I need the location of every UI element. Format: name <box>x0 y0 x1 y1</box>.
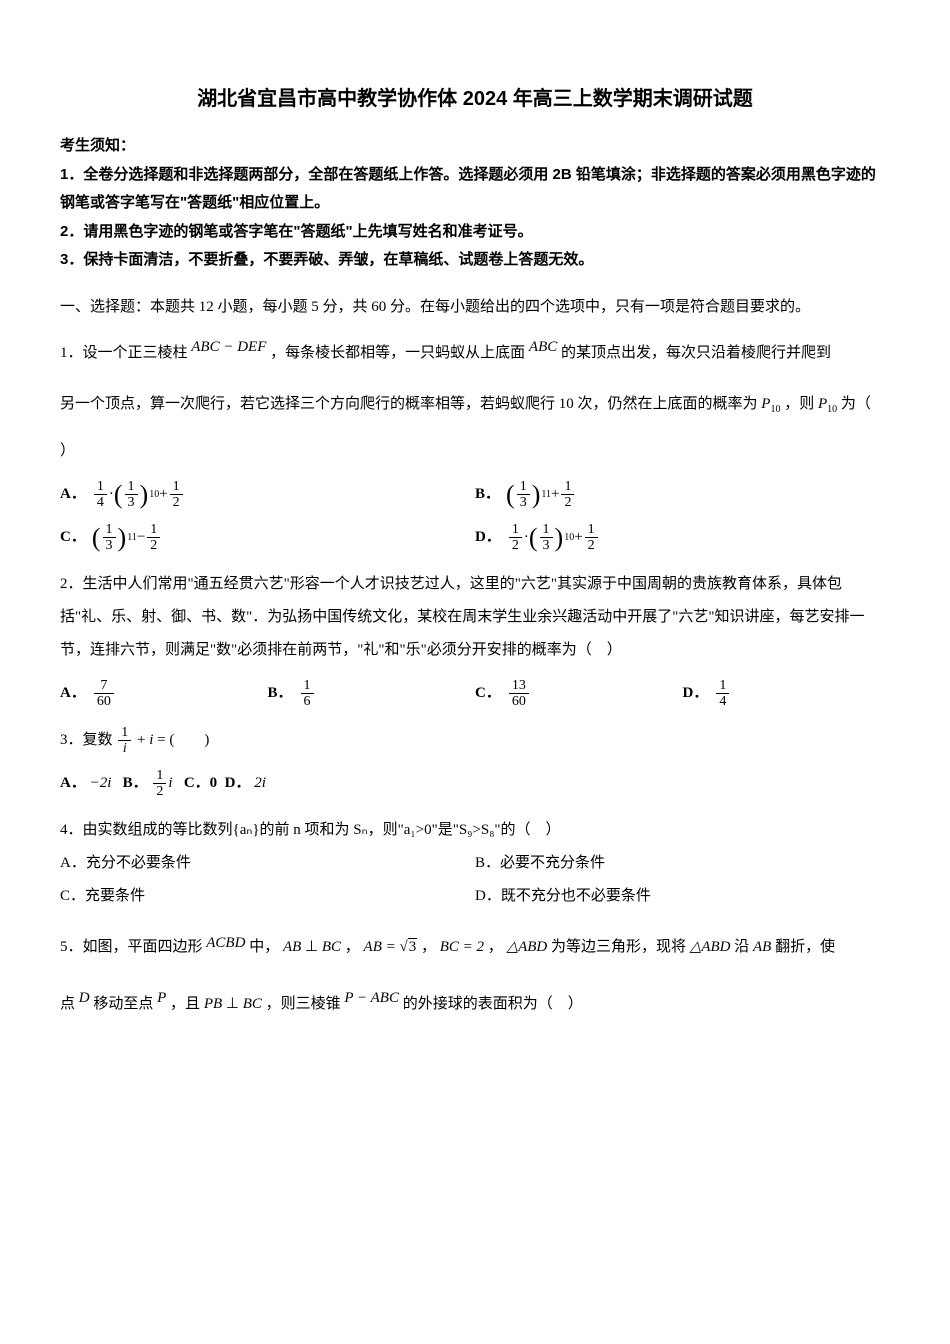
q2-option-b: B． 16 <box>268 677 476 710</box>
q1-sup1: ABC − DEF <box>191 339 266 355</box>
q5-1a: 5．如图，平面四边形 <box>60 939 203 955</box>
q2-option-d: D． 14 <box>683 677 891 710</box>
q5-tri2: △ABD <box>690 939 731 955</box>
q4-text: 4．由实数组成的等比数列{aₙ}的前 n 项和为 Sₙ，则"a₁>0"是"S₉>… <box>60 822 561 838</box>
instruction-line-1: 1．全卷分选择题和非选择题两部分，全部在答题纸上作答。选择题必须用 2B 铅笔填… <box>60 161 890 218</box>
q1-text-2a: 另一个顶点，算一次爬行，若它选择三个方向爬行的概率相等，若蚂蚁爬行 10 次，仍… <box>60 396 758 412</box>
q3-text-a: 3．复数 <box>60 732 113 748</box>
q5-ab: AB <box>283 939 301 955</box>
q3-optA-label: A． <box>60 775 86 791</box>
q1-text-1a: 1．设一个正三棱柱 <box>60 345 188 361</box>
question-4: 4．由实数组成的等比数列{aₙ}的前 n 项和为 Sₙ，则"a₁>0"是"S₉>… <box>60 814 890 913</box>
q5-c3: ， <box>488 939 503 955</box>
q3-optB-label: B． <box>123 775 148 791</box>
q1-sup2: ABC <box>529 339 557 355</box>
q5-perp1: ⊥ <box>305 939 318 955</box>
q2-optB-label: B． <box>268 677 293 710</box>
q5-bc3: BC <box>243 996 262 1012</box>
q1-p10a-sub: 10 <box>770 404 780 415</box>
q5-c2: ， <box>421 939 436 955</box>
q5-acbd: ACBD <box>206 935 245 951</box>
q5-D: D <box>79 990 90 1006</box>
q1-option-c: C． (13)11 − 12 <box>60 521 475 554</box>
q1-text-2c: 为（ <box>841 396 871 412</box>
question-5: 5．如图，平面四边形 ACBD 中， AB ⊥ BC ， AB = 3 ， BC… <box>60 927 890 1021</box>
instruction-line-3: 3．保持卡面清洁，不要折叠，不要弄破、弄皱，在草稿纸、试题卷上答题无效。 <box>60 246 890 275</box>
q5-perp2: ⊥ <box>226 996 239 1012</box>
q2-optD-label: D． <box>683 677 709 710</box>
q3-valD: 2i <box>254 775 266 791</box>
q5-2a: 点 <box>60 996 75 1012</box>
q5-2c: ，且 <box>170 996 200 1012</box>
q1-p10b: P <box>818 396 827 412</box>
q5-2d: ，则三棱锥 <box>266 996 341 1012</box>
q1-option-d: D． 12·(13)10 + 12 <box>475 521 890 554</box>
q4-option-b: B．必要不充分条件 <box>475 847 890 880</box>
q3-text-b: = ( ) <box>157 732 209 748</box>
q1-text-1c: 的某顶点出发，每次只沿着棱爬行并爬到 <box>561 345 831 361</box>
q3-optC-label: C．0 <box>184 775 217 791</box>
page-title: 湖北省宜昌市高中教学协作体 2024 年高三上数学期末调研试题 <box>60 80 890 118</box>
q5-bc: BC <box>322 939 341 955</box>
q1-option-a: A． 14·(13)10 + 12 <box>60 478 475 511</box>
q4-option-d: D．既不充分也不必要条件 <box>475 880 890 913</box>
q5-ab3: AB <box>753 939 771 955</box>
q1-close: ） <box>60 443 75 459</box>
q5-sqrt3: 3 <box>408 938 418 955</box>
q4-option-a: A．充分不必要条件 <box>60 847 475 880</box>
q2-option-a: A． 760 <box>60 677 268 710</box>
question-2: 2．生活中人们常用"通五经贯六艺"形容一个人才识技艺过人，这里的"六艺"其实源于… <box>60 568 890 710</box>
question-3: 3．复数 1i + i = ( ) A． −2i B． 12i C．0 D． 2… <box>60 724 890 800</box>
q1-optA-label: A． <box>60 478 86 511</box>
q4-option-c: C．充要条件 <box>60 880 475 913</box>
q5-1b: 中， <box>249 939 279 955</box>
q5-1e: 翻折，使 <box>775 939 835 955</box>
q3-valA: −2i <box>90 775 112 791</box>
q1-text-1b: ，每条棱长都相等，一只蚂蚁从上底面 <box>270 345 525 361</box>
q5-pb: PB <box>204 996 222 1012</box>
instructions-block: 考生须知： 1．全卷分选择题和非选择题两部分，全部在答题纸上作答。选择题必须用 … <box>60 132 890 275</box>
q5-ab2: AB = <box>364 939 396 955</box>
q1-optD-label: D． <box>475 521 501 554</box>
q5-1c: 为等边三角形，现将 <box>551 939 686 955</box>
q5-P: P <box>157 990 166 1006</box>
q5-2e: 的外接球的表面积为（ ） <box>403 996 583 1012</box>
q5-tri1: △ABD <box>507 939 548 955</box>
q1-option-b: B． (13)11 + 12 <box>475 478 890 511</box>
q2-optC-label: C． <box>475 677 501 710</box>
q3-optD-label: D． <box>225 775 251 791</box>
q5-bc2: BC = 2 <box>440 939 484 955</box>
instructions-heading: 考生须知： <box>60 132 890 161</box>
section-intro: 一、选择题：本题共 12 小题，每小题 5 分，共 60 分。在每小题给出的四个… <box>60 293 890 322</box>
q2-option-c: C． 1360 <box>475 677 683 710</box>
q1-p10b-sub: 10 <box>827 404 837 415</box>
q5-1d: 沿 <box>734 939 749 955</box>
q1-optB-label: B． <box>475 478 500 511</box>
instruction-line-2: 2．请用黑色字迹的钢笔或答字笔在"答题纸"上先填写姓名和准考证号。 <box>60 218 890 247</box>
q2-text: 2．生活中人们常用"通五经贯六艺"形容一个人才识技艺过人，这里的"六艺"其实源于… <box>60 576 865 658</box>
q5-2b: 移动至点 <box>93 996 153 1012</box>
q5-c1: ， <box>345 939 360 955</box>
q1-text-2b: ，则 <box>784 396 814 412</box>
q1-optC-label: C． <box>60 521 86 554</box>
q5-pabc: P − ABC <box>344 990 399 1006</box>
q2-optA-label: A． <box>60 677 86 710</box>
question-1: 1．设一个正三棱柱 ABC − DEF ，每条棱长都相等，一只蚂蚁从上底面 AB… <box>60 331 890 554</box>
